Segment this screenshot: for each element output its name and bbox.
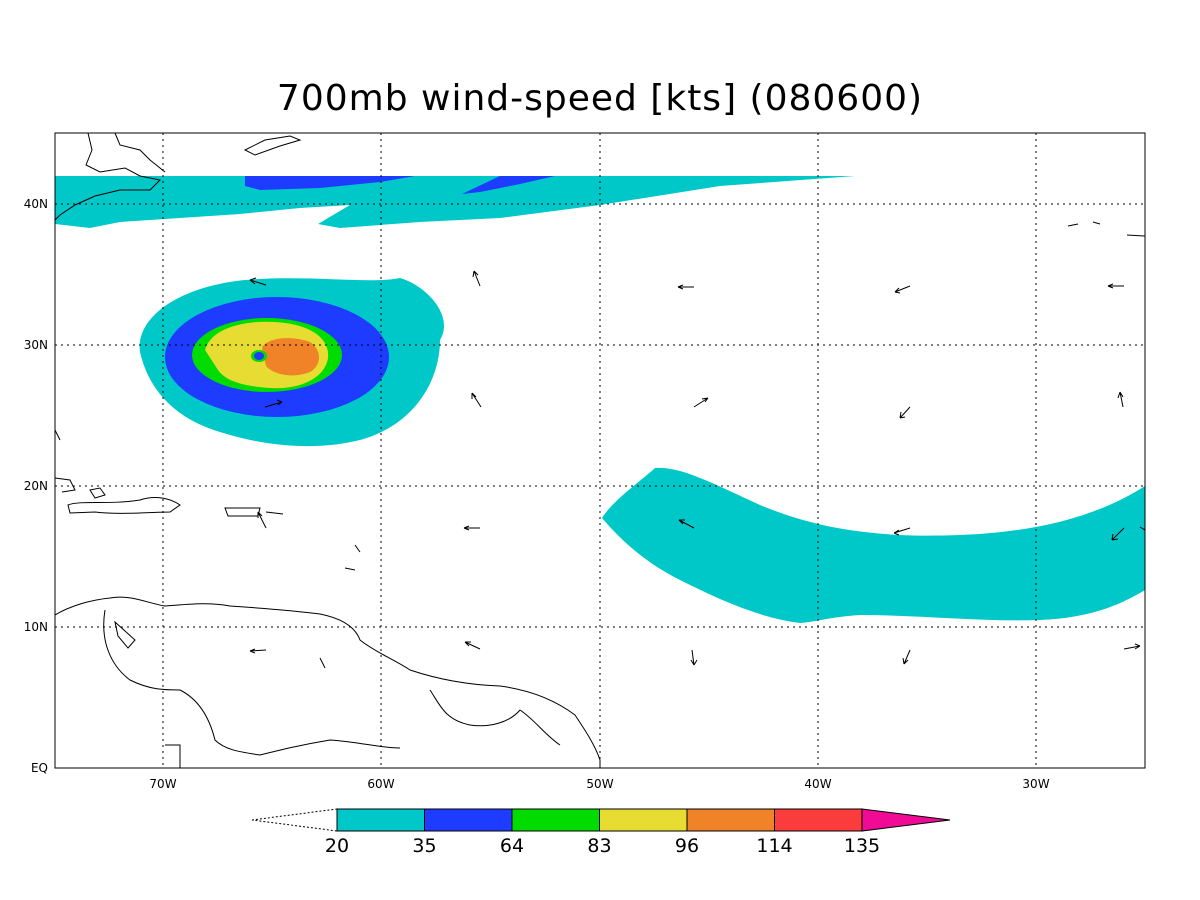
- lon-tick-label: 40W: [804, 777, 831, 791]
- colorbar-swatch: [599, 808, 688, 832]
- gridlines: [55, 133, 1145, 768]
- lon-tick-labels: 70W 60W 50W 40W 30W: [149, 777, 1049, 791]
- colorbar-swatch: [774, 808, 863, 832]
- lat-tick-label: EQ: [31, 761, 48, 775]
- wind-vectors: [249, 270, 1141, 666]
- trade-wind-band-cyan: [602, 467, 1145, 623]
- colorbar-label: 114: [756, 835, 792, 857]
- colorbar-swatch: [686, 808, 775, 832]
- colorbar-swatch: [511, 808, 600, 832]
- colorbar-swatch: [424, 808, 513, 832]
- lat-tick-label: 10N: [24, 620, 48, 634]
- lat-tick-label: 30N: [24, 338, 48, 352]
- lon-tick-label: 30W: [1022, 777, 1049, 791]
- coastlines: [55, 133, 1145, 768]
- hurricane-orange-core: [262, 338, 319, 376]
- colorbar: 20 35 64 83 96 114 135: [251, 808, 951, 857]
- lon-tick-label: 70W: [149, 777, 176, 791]
- colorbar-label: 96: [675, 835, 699, 857]
- colorbar-label: 135: [844, 835, 880, 857]
- plot-frame: [54, 132, 1146, 769]
- jet-band-blue-east: [462, 176, 555, 194]
- colorbar-swatch: [336, 808, 425, 832]
- lat-tick-label: 20N: [24, 479, 48, 493]
- map-title: 700mb wind-speed [kts] (080600): [276, 78, 924, 119]
- colorbar-label: 83: [587, 835, 611, 857]
- colorbar-label: 20: [325, 835, 349, 857]
- colorbar-low-triangle: [251, 808, 338, 832]
- colorbar-label: 35: [412, 835, 436, 857]
- jet-band-blue-west: [245, 176, 415, 190]
- lat-tick-label: 40N: [24, 197, 48, 211]
- lon-tick-label: 50W: [586, 777, 613, 791]
- colorbar-high-triangle: [861, 808, 951, 832]
- lon-tick-label: 60W: [367, 777, 394, 791]
- lat-tick-labels: EQ 10N 20N 30N 40N: [24, 197, 48, 775]
- colorbar-label: 64: [500, 835, 524, 857]
- jet-band-cyan: [55, 176, 855, 228]
- hurricane-eye-blue: [254, 352, 264, 360]
